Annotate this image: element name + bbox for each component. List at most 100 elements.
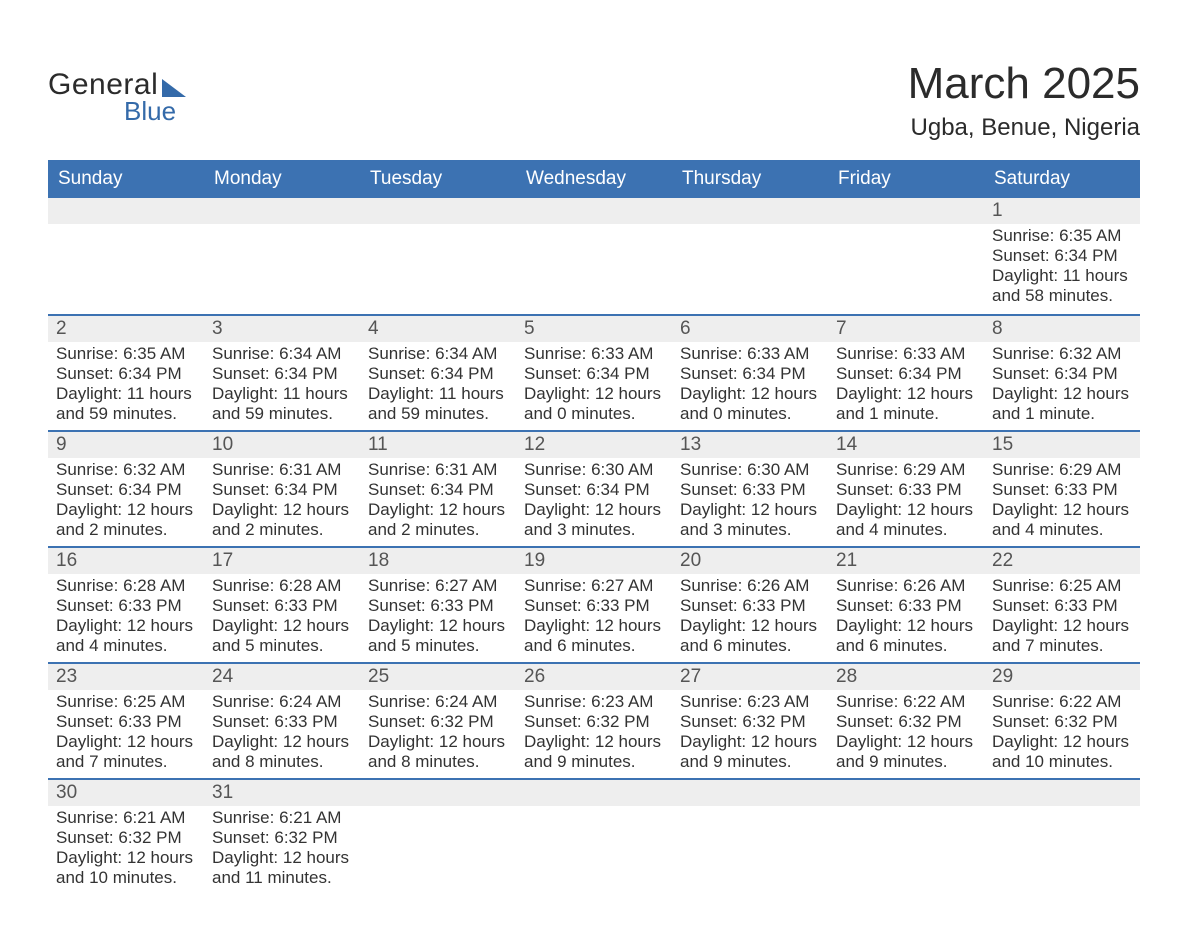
day-detail: Sunrise: 6:31 AMSunset: 6:34 PMDaylight:… [360, 458, 516, 546]
calendar-cell: 20Sunrise: 6:26 AMSunset: 6:33 PMDayligh… [672, 547, 828, 663]
sunset-text: Sunset: 6:32 PM [836, 712, 976, 732]
sunset-text: Sunset: 6:32 PM [212, 828, 352, 848]
sunset-text: Sunset: 6:32 PM [524, 712, 664, 732]
daylight-text: Daylight: 12 hours and 7 minutes. [56, 732, 196, 772]
sunset-text: Sunset: 6:32 PM [56, 828, 196, 848]
calendar-cell [48, 197, 204, 315]
day-number: 14 [828, 432, 984, 458]
sunrise-text: Sunrise: 6:25 AM [992, 576, 1132, 596]
day-number: 31 [204, 780, 360, 806]
daylight-text: Daylight: 12 hours and 2 minutes. [368, 500, 508, 540]
day-number [204, 198, 360, 224]
month-title: March 2025 [908, 60, 1140, 108]
daylight-text: Daylight: 12 hours and 8 minutes. [368, 732, 508, 772]
day-detail: Sunrise: 6:32 AMSunset: 6:34 PMDaylight:… [984, 342, 1140, 430]
topbar: General Blue March 2025 Ugba, Benue, Nig… [48, 60, 1140, 142]
sunset-text: Sunset: 6:34 PM [524, 364, 664, 384]
sunrise-text: Sunrise: 6:31 AM [368, 460, 508, 480]
day-detail: Sunrise: 6:28 AMSunset: 6:33 PMDaylight:… [204, 574, 360, 662]
day-number: 5 [516, 316, 672, 342]
calendar-cell [672, 779, 828, 894]
calendar-cell: 31Sunrise: 6:21 AMSunset: 6:32 PMDayligh… [204, 779, 360, 894]
calendar-body: 1Sunrise: 6:35 AMSunset: 6:34 PMDaylight… [48, 197, 1140, 894]
daylight-text: Daylight: 11 hours and 58 minutes. [992, 266, 1132, 306]
sunrise-text: Sunrise: 6:28 AM [56, 576, 196, 596]
sunrise-text: Sunrise: 6:33 AM [680, 344, 820, 364]
day-detail [516, 806, 672, 890]
day-number: 10 [204, 432, 360, 458]
daylight-text: Daylight: 12 hours and 11 minutes. [212, 848, 352, 888]
calendar-cell: 13Sunrise: 6:30 AMSunset: 6:33 PMDayligh… [672, 431, 828, 547]
calendar-cell: 14Sunrise: 6:29 AMSunset: 6:33 PMDayligh… [828, 431, 984, 547]
day-detail [204, 224, 360, 314]
sunrise-text: Sunrise: 6:23 AM [524, 692, 664, 712]
sunrise-text: Sunrise: 6:30 AM [680, 460, 820, 480]
sunrise-text: Sunrise: 6:23 AM [680, 692, 820, 712]
day-detail: Sunrise: 6:25 AMSunset: 6:33 PMDaylight:… [984, 574, 1140, 662]
day-number [672, 780, 828, 806]
calendar-cell: 16Sunrise: 6:28 AMSunset: 6:33 PMDayligh… [48, 547, 204, 663]
day-detail [672, 224, 828, 314]
calendar-week-row: 23Sunrise: 6:25 AMSunset: 6:33 PMDayligh… [48, 663, 1140, 779]
daylight-text: Daylight: 11 hours and 59 minutes. [212, 384, 352, 424]
calendar-header-row: Sunday Monday Tuesday Wednesday Thursday… [48, 161, 1140, 197]
day-detail: Sunrise: 6:34 AMSunset: 6:34 PMDaylight:… [360, 342, 516, 430]
sunset-text: Sunset: 6:32 PM [680, 712, 820, 732]
sunset-text: Sunset: 6:34 PM [680, 364, 820, 384]
day-number: 29 [984, 664, 1140, 690]
calendar-cell [360, 779, 516, 894]
calendar-cell: 29Sunrise: 6:22 AMSunset: 6:32 PMDayligh… [984, 663, 1140, 779]
day-number: 1 [984, 198, 1140, 224]
day-detail: Sunrise: 6:26 AMSunset: 6:33 PMDaylight:… [672, 574, 828, 662]
day-number: 22 [984, 548, 1140, 574]
calendar-week-row: 30Sunrise: 6:21 AMSunset: 6:32 PMDayligh… [48, 779, 1140, 894]
calendar-cell: 8Sunrise: 6:32 AMSunset: 6:34 PMDaylight… [984, 315, 1140, 431]
sunset-text: Sunset: 6:34 PM [836, 364, 976, 384]
day-number [48, 198, 204, 224]
daylight-text: Daylight: 12 hours and 3 minutes. [680, 500, 820, 540]
sunrise-text: Sunrise: 6:28 AM [212, 576, 352, 596]
daylight-text: Daylight: 12 hours and 2 minutes. [212, 500, 352, 540]
daylight-text: Daylight: 12 hours and 10 minutes. [992, 732, 1132, 772]
day-detail: Sunrise: 6:30 AMSunset: 6:33 PMDaylight:… [672, 458, 828, 546]
col-friday: Friday [828, 161, 984, 197]
calendar-cell: 15Sunrise: 6:29 AMSunset: 6:33 PMDayligh… [984, 431, 1140, 547]
daylight-text: Daylight: 12 hours and 0 minutes. [524, 384, 664, 424]
day-number: 30 [48, 780, 204, 806]
calendar-cell: 28Sunrise: 6:22 AMSunset: 6:32 PMDayligh… [828, 663, 984, 779]
day-number [672, 198, 828, 224]
daylight-text: Daylight: 12 hours and 4 minutes. [56, 616, 196, 656]
daylight-text: Daylight: 12 hours and 10 minutes. [56, 848, 196, 888]
sunset-text: Sunset: 6:33 PM [836, 596, 976, 616]
calendar-page: General Blue March 2025 Ugba, Benue, Nig… [0, 0, 1188, 934]
day-number: 3 [204, 316, 360, 342]
daylight-text: Daylight: 12 hours and 8 minutes. [212, 732, 352, 772]
day-detail [48, 224, 204, 314]
day-number: 17 [204, 548, 360, 574]
day-detail: Sunrise: 6:24 AMSunset: 6:32 PMDaylight:… [360, 690, 516, 778]
sunset-text: Sunset: 6:33 PM [56, 712, 196, 732]
day-detail: Sunrise: 6:31 AMSunset: 6:34 PMDaylight:… [204, 458, 360, 546]
day-detail [828, 224, 984, 314]
sunset-text: Sunset: 6:34 PM [992, 246, 1132, 266]
daylight-text: Daylight: 12 hours and 9 minutes. [836, 732, 976, 772]
sunset-text: Sunset: 6:33 PM [212, 712, 352, 732]
calendar-cell [516, 197, 672, 315]
day-detail: Sunrise: 6:30 AMSunset: 6:34 PMDaylight:… [516, 458, 672, 546]
daylight-text: Daylight: 12 hours and 9 minutes. [680, 732, 820, 772]
sunset-text: Sunset: 6:33 PM [368, 596, 508, 616]
day-number [516, 198, 672, 224]
calendar-cell: 4Sunrise: 6:34 AMSunset: 6:34 PMDaylight… [360, 315, 516, 431]
day-number: 20 [672, 548, 828, 574]
calendar-cell: 11Sunrise: 6:31 AMSunset: 6:34 PMDayligh… [360, 431, 516, 547]
sunrise-text: Sunrise: 6:22 AM [992, 692, 1132, 712]
sunset-text: Sunset: 6:34 PM [368, 364, 508, 384]
calendar-week-row: 2Sunrise: 6:35 AMSunset: 6:34 PMDaylight… [48, 315, 1140, 431]
day-number: 8 [984, 316, 1140, 342]
day-detail: Sunrise: 6:29 AMSunset: 6:33 PMDaylight:… [984, 458, 1140, 546]
sunrise-text: Sunrise: 6:34 AM [368, 344, 508, 364]
calendar-cell: 25Sunrise: 6:24 AMSunset: 6:32 PMDayligh… [360, 663, 516, 779]
brand-logo: General Blue [48, 70, 186, 124]
sunset-text: Sunset: 6:34 PM [212, 480, 352, 500]
sunset-text: Sunset: 6:34 PM [56, 364, 196, 384]
